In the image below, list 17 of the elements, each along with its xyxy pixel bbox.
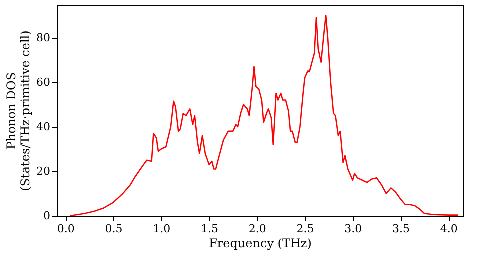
x-tick-label: 2.5 [296,222,314,236]
x-tick-label: 0.5 [105,222,123,236]
y-tick-label: 20 [36,164,50,178]
x-tick-label: 2.0 [248,222,266,236]
x-tick-label: 3.5 [392,222,410,236]
y-tick-label: 80 [36,31,50,44]
x-tick-label: 4.0 [440,222,458,236]
y-tick-label: 0 [44,210,50,222]
x-tick-label: 3.0 [344,222,362,236]
x-tick-label: 1.0 [153,222,171,236]
line-series [70,15,459,217]
y-axis-title: Phonon DOS (States/THz·primitive cell) [4,30,33,192]
y-tick-label: 40 [36,120,50,134]
x-tick-label: 0.0 [57,222,75,236]
y-tick-label: 60 [36,76,50,89]
x-tick-label: 1.5 [201,222,218,236]
x-axis-title: Frequency (THz) [209,236,312,250]
